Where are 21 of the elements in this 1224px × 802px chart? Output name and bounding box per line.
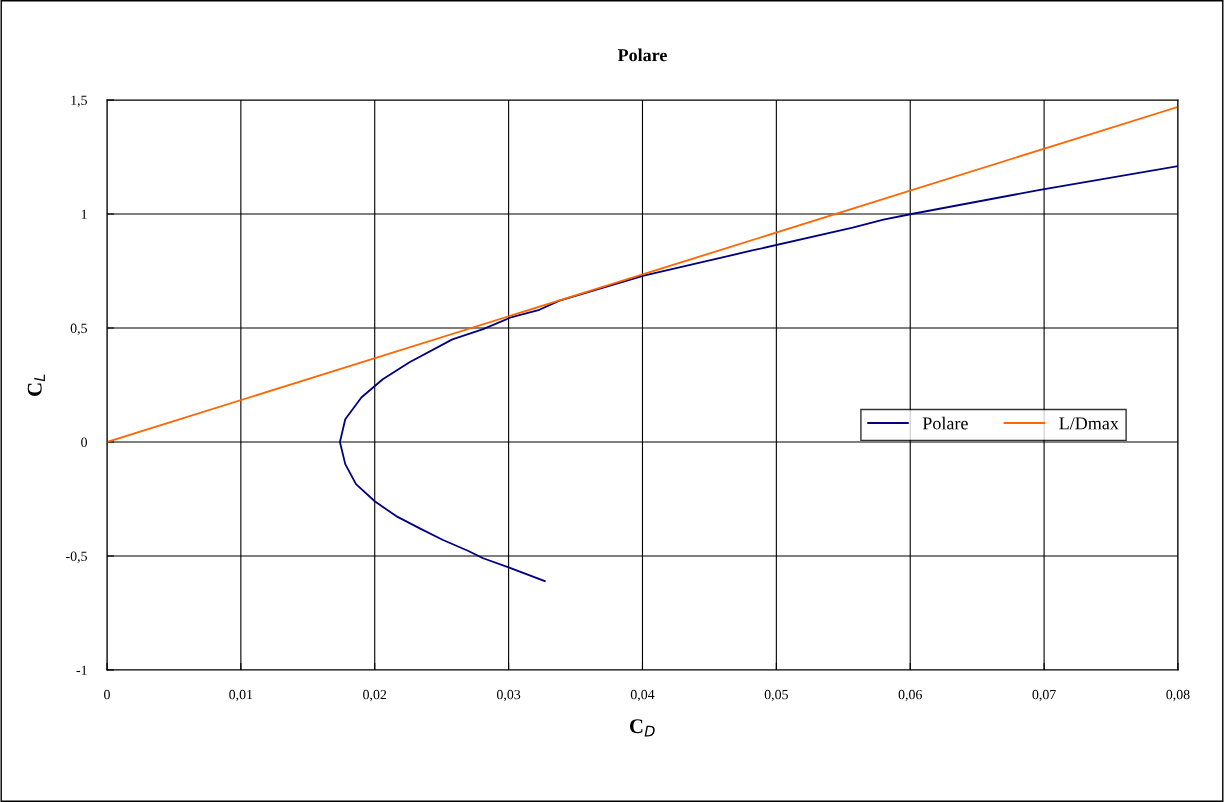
y-tick-label: -1	[76, 665, 87, 675]
legend-label: L/Dmax	[1059, 417, 1119, 430]
y-tick-label: -0,5	[66, 551, 87, 563]
y-tick-label: 0,5	[70, 323, 87, 335]
y-axis-title: C$_{L}$	[27, 374, 45, 396]
legend-label: Polare	[922, 416, 968, 430]
x-tick-label: 0,04	[630, 689, 655, 702]
x-tick-label: 0,03	[496, 689, 521, 702]
x-tick-label: 0,07	[1032, 689, 1056, 702]
y-tick-label: 1	[81, 209, 87, 219]
x-tick-label: 0,01	[229, 689, 253, 702]
x-axis-title: C$_{D}$	[629, 719, 655, 737]
x-tick-label: 0,02	[363, 689, 387, 702]
y-tick-label: 0	[81, 437, 87, 447]
x-tick-label: 0,06	[898, 689, 922, 702]
line-series	[339, 165, 1178, 582]
x-tick-label: 0,05	[764, 689, 788, 702]
y-tick-label: 1,5	[71, 95, 87, 107]
chart-title: Polare	[617, 48, 667, 62]
x-tick-label: 0,08	[1166, 689, 1190, 702]
x-tick-label: 0	[104, 689, 110, 700]
